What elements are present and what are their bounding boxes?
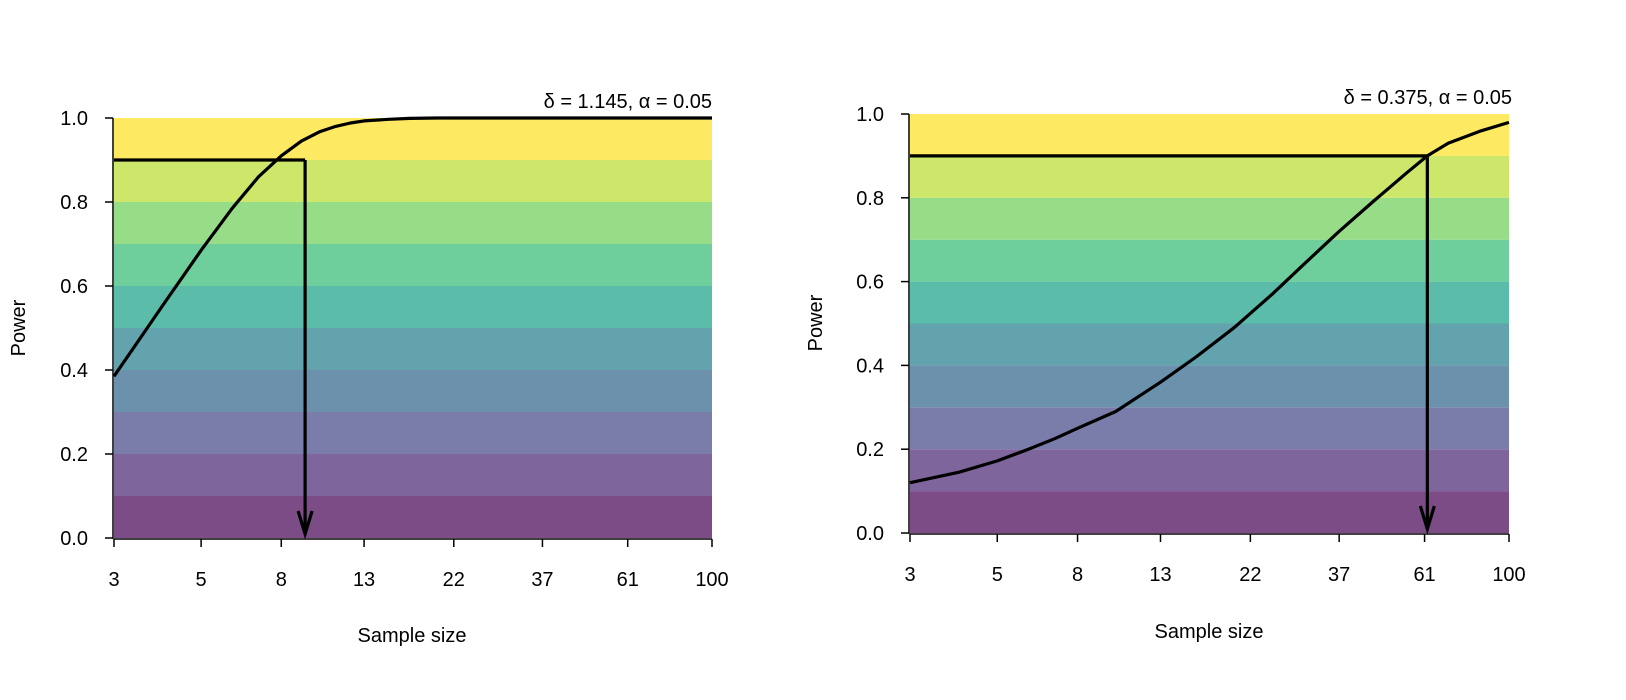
y-tick-label: 0.8 (856, 188, 884, 210)
x-tick-label: 13 (1149, 564, 1171, 586)
x-tick-label: 100 (695, 569, 728, 591)
power-band (910, 323, 1509, 366)
power-band (114, 160, 712, 202)
x-tick-label: 37 (1328, 564, 1350, 586)
power-chart-right: 3 5 8 13 22 37 61 100 0.0 0.2 0.4 0.6 0.8 1.0 Sample… (805, 87, 1526, 643)
y-axis-tick-labels: 0.0 0.2 0.4 0.6 0.8 1.0 (60, 108, 88, 550)
x-tick-label: 13 (353, 569, 375, 591)
power-band (910, 239, 1509, 282)
power-bands (114, 118, 712, 538)
power-band (114, 202, 712, 244)
effect-size-annotation: δ = 1.145, α = 0.05 (544, 91, 712, 113)
y-tick-label: 0.0 (856, 523, 884, 545)
power-band (910, 114, 1509, 156)
x-axis-tick-labels: 3 5 8 13 22 37 61 100 (904, 564, 1525, 586)
y-tick-label: 1.0 (60, 108, 88, 130)
y-tick-label: 0.2 (60, 444, 88, 466)
x-tick-label: 22 (443, 569, 465, 591)
power-band (910, 155, 1509, 198)
y-axis-title: Power (8, 299, 30, 356)
y-axis-ticks (105, 117, 113, 539)
power-band (114, 244, 712, 286)
x-tick-label: 3 (904, 564, 915, 586)
arrow-head (296, 510, 314, 540)
x-tick-label: 8 (276, 569, 287, 591)
x-tick-label: 22 (1239, 564, 1261, 586)
arrow-head (1418, 505, 1436, 535)
x-tick-label: 8 (1072, 564, 1083, 586)
power-band (910, 365, 1509, 408)
power-band (114, 454, 712, 496)
x-axis-ticks (113, 539, 713, 547)
x-tick-label: 5 (196, 569, 207, 591)
y-tick-label: 0.2 (856, 439, 884, 461)
y-axis-title: Power (805, 294, 827, 351)
x-axis-title: Sample size (358, 625, 467, 647)
y-tick-label: 0.4 (60, 360, 88, 382)
power-band (114, 412, 712, 454)
power-band (114, 118, 712, 160)
power-chart-left: 3 5 8 13 22 37 61 100 0.0 0.2 0.4 0.6 0.8 1.0 Sample… (8, 91, 729, 647)
x-tick-label: 5 (992, 564, 1003, 586)
y-tick-label: 0.8 (60, 192, 88, 214)
effect-size-annotation: δ = 0.375, α = 0.05 (1344, 87, 1512, 109)
y-tick-label: 0.6 (856, 272, 884, 294)
x-axis-ticks (909, 534, 1510, 542)
power-band (910, 449, 1509, 492)
power-curve (112, 116, 712, 378)
power-band (910, 281, 1509, 324)
power-band (114, 286, 712, 328)
x-tick-label: 61 (617, 569, 639, 591)
power-band (910, 407, 1509, 450)
power-band (910, 197, 1509, 240)
y-axis-tick-labels: 0.0 0.2 0.4 0.6 0.8 1.0 (856, 104, 884, 545)
y-tick-label: 1.0 (856, 104, 884, 126)
x-axis-title: Sample size (1155, 621, 1264, 643)
y-tick-label: 0.6 (60, 276, 88, 298)
power-band (114, 496, 712, 538)
x-tick-label: 61 (1413, 564, 1435, 586)
x-tick-label: 37 (531, 569, 553, 591)
y-tick-label: 0.4 (856, 355, 884, 377)
power-band (114, 370, 712, 412)
y-axis-ticks (901, 113, 909, 534)
power-bands (910, 114, 1509, 533)
x-tick-label: 100 (1492, 564, 1525, 586)
x-tick-label: 3 (108, 569, 119, 591)
y-tick-label: 0.0 (60, 528, 88, 550)
x-axis-tick-labels: 3 5 8 13 22 37 61 100 (108, 569, 728, 591)
power-band (910, 491, 1509, 533)
power-band (114, 328, 712, 370)
